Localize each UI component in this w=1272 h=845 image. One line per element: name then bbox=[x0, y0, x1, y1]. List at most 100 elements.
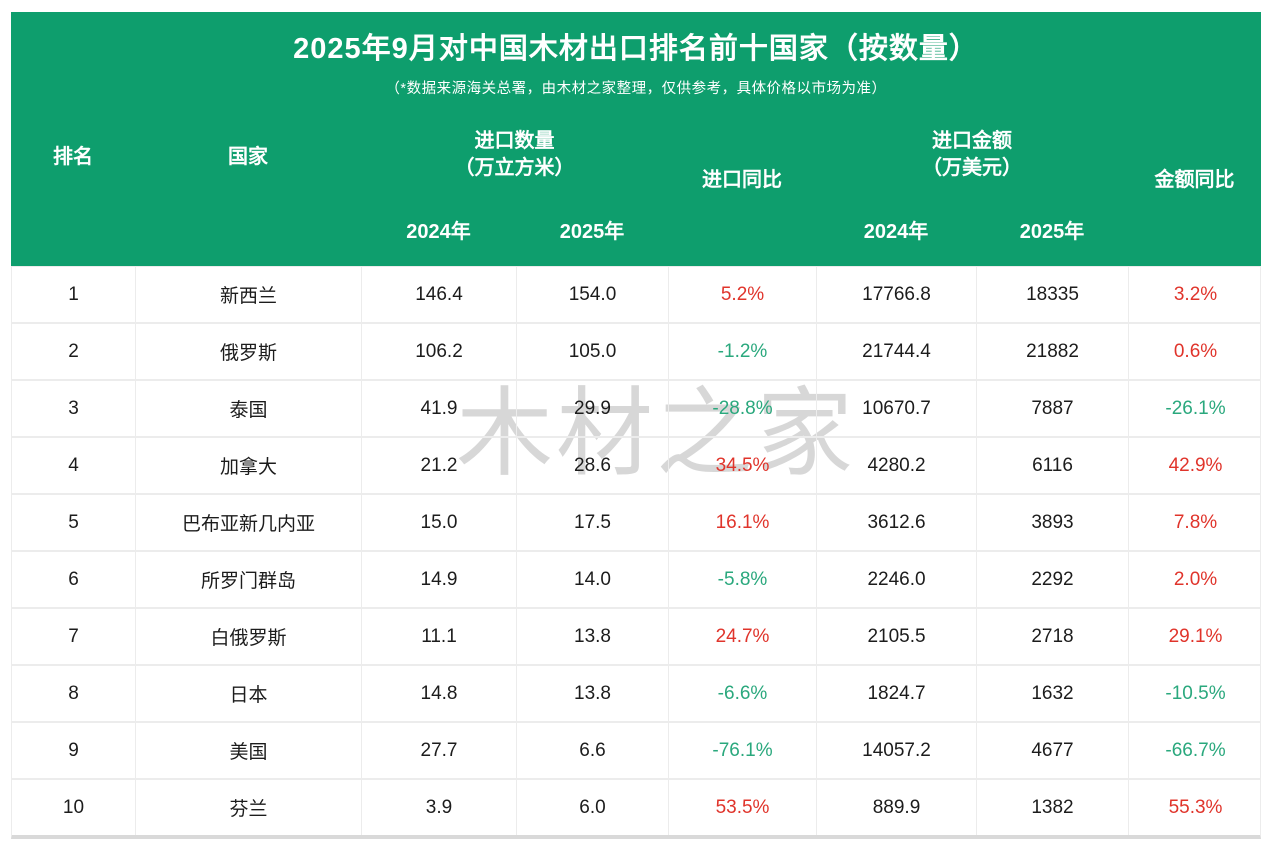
cell-qty-yoy: -6.6% bbox=[669, 666, 817, 721]
cell-amt-2025: 7887 bbox=[977, 381, 1129, 436]
cell-amt-2025: 2718 bbox=[977, 609, 1129, 664]
table-row: 6 所罗门群岛 14.9 14.0 -5.8% 2246.0 2292 2.0% bbox=[12, 550, 1260, 607]
column-header-country: 国家 bbox=[228, 146, 268, 168]
cell-amt-yoy: 7.8% bbox=[1173, 511, 1218, 533]
cell-rank: 8 bbox=[12, 666, 136, 721]
cell-amt-yoy: -10.5% bbox=[1165, 682, 1226, 704]
cell-amt-2025: 1382 bbox=[977, 780, 1129, 835]
cell-qty-2025: 17.5 bbox=[517, 495, 669, 550]
cell-qty-2025: 14.0 bbox=[517, 552, 669, 607]
cell-amt-2024: 3612.6 bbox=[817, 495, 977, 550]
column-header-amt-2025: 2025年 bbox=[1019, 221, 1085, 243]
cell-amt-2024: 1824.7 bbox=[817, 666, 977, 721]
cell-rank: 1 bbox=[12, 267, 136, 322]
cell-country: 新西兰 bbox=[136, 267, 362, 322]
cell-amt-2025: 4677 bbox=[977, 723, 1129, 778]
cell-amt-2025: 3893 bbox=[977, 495, 1129, 550]
cell-rank: 7 bbox=[12, 609, 136, 664]
cell-amt-2025: 21882 bbox=[977, 324, 1129, 379]
column-group-import-amount: 进口金额 （万美元） bbox=[816, 102, 1128, 207]
cell-rank: 4 bbox=[12, 438, 136, 493]
cell-amt-yoy: 42.9% bbox=[1168, 454, 1223, 476]
table-row: 8 日本 14.8 13.8 -6.6% 1824.7 1632 -10.5% bbox=[12, 664, 1260, 721]
cell-rank: 5 bbox=[12, 495, 136, 550]
cell-qty-yoy: 53.5% bbox=[669, 780, 817, 835]
cell-qty-2024: 15.0 bbox=[362, 495, 517, 550]
cell-amt-2025: 18335 bbox=[977, 267, 1129, 322]
cell-qty-yoy: 24.7% bbox=[669, 609, 817, 664]
cell-rank: 3 bbox=[12, 381, 136, 436]
cell-qty-2024: 41.9 bbox=[362, 381, 517, 436]
cell-country: 泰国 bbox=[136, 381, 362, 436]
cell-amt-yoy: -66.7% bbox=[1165, 739, 1226, 761]
cell-amt-2024: 21744.4 bbox=[817, 324, 977, 379]
cell-rank: 6 bbox=[12, 552, 136, 607]
cell-qty-2024: 146.4 bbox=[362, 267, 517, 322]
export-ranking-infographic: 2025年9月对中国木材出口排名前十国家（按数量） （*数据来源海关总署，由木材… bbox=[11, 12, 1261, 839]
cell-qty-2024: 11.1 bbox=[362, 609, 517, 664]
cell-qty-2025: 13.8 bbox=[517, 609, 669, 664]
cell-qty-2025: 13.8 bbox=[517, 666, 669, 721]
cell-amt-2024: 889.9 bbox=[817, 780, 977, 835]
cell-qty-2025: 6.6 bbox=[517, 723, 669, 778]
import-amount-label: 进口金额 bbox=[932, 129, 1012, 152]
table-body: 木材之家 1 新西兰 146.4 154.0 5.2% 17766.8 1833… bbox=[11, 266, 1261, 839]
cell-country: 日本 bbox=[136, 666, 362, 721]
column-header-rank: 排名 bbox=[53, 146, 93, 168]
cell-amt-2024: 14057.2 bbox=[817, 723, 977, 778]
cell-amt-yoy: 55.3% bbox=[1168, 796, 1223, 818]
cell-qty-yoy: -28.8% bbox=[669, 381, 817, 436]
table-row: 4 加拿大 21.2 28.6 34.5% 4280.2 6116 42.9% bbox=[12, 436, 1260, 493]
table-row: 1 新西兰 146.4 154.0 5.2% 17766.8 18335 3.2… bbox=[12, 266, 1260, 322]
cell-country: 芬兰 bbox=[136, 780, 362, 835]
cell-qty-2024: 21.2 bbox=[362, 438, 517, 493]
cell-country: 美国 bbox=[136, 723, 362, 778]
column-header-amt-2024: 2024年 bbox=[863, 221, 929, 243]
cell-qty-yoy: 16.1% bbox=[669, 495, 817, 550]
cell-qty-2024: 27.7 bbox=[362, 723, 517, 778]
cell-qty-2025: 154.0 bbox=[517, 267, 669, 322]
column-header-qty-2025: 2025年 bbox=[559, 221, 625, 243]
table-row: 5 巴布亚新几内亚 15.0 17.5 16.1% 3612.6 3893 7.… bbox=[12, 493, 1260, 550]
cell-qty-yoy: 34.5% bbox=[669, 438, 817, 493]
cell-rank: 2 bbox=[12, 324, 136, 379]
import-quantity-label: 进口数量 bbox=[474, 129, 555, 152]
table-row: 3 泰国 41.9 29.9 -28.8% 10670.7 7887 -26.1… bbox=[12, 379, 1260, 436]
cell-country: 白俄罗斯 bbox=[136, 609, 362, 664]
cell-qty-2025: 29.9 bbox=[517, 381, 669, 436]
cell-qty-2024: 14.9 bbox=[362, 552, 517, 607]
cell-country: 所罗门群岛 bbox=[136, 552, 362, 607]
table-header-band: 2025年9月对中国木材出口排名前十国家（按数量） （*数据来源海关总署，由木材… bbox=[11, 12, 1261, 266]
cell-amt-yoy: -26.1% bbox=[1165, 397, 1226, 419]
cell-amt-yoy: 29.1% bbox=[1168, 625, 1223, 647]
cell-rank: 10 bbox=[12, 780, 136, 835]
cell-qty-yoy: -5.8% bbox=[669, 552, 817, 607]
cell-qty-yoy: -1.2% bbox=[669, 324, 817, 379]
import-amount-unit: （万美元） bbox=[922, 156, 1022, 179]
cell-amt-2025: 2292 bbox=[977, 552, 1129, 607]
cell-amt-2024: 4280.2 bbox=[817, 438, 977, 493]
table-row: 7 白俄罗斯 11.1 13.8 24.7% 2105.5 2718 29.1% bbox=[12, 607, 1260, 664]
cell-qty-2025: 28.6 bbox=[517, 438, 669, 493]
cell-country: 加拿大 bbox=[136, 438, 362, 493]
cell-amt-2025: 1632 bbox=[977, 666, 1129, 721]
table-rows: 1 新西兰 146.4 154.0 5.2% 17766.8 18335 3.2… bbox=[12, 266, 1260, 835]
cell-country: 俄罗斯 bbox=[136, 324, 362, 379]
cell-amt-2024: 10670.7 bbox=[817, 381, 977, 436]
cell-country: 巴布亚新几内亚 bbox=[136, 495, 362, 550]
cell-qty-2025: 6.0 bbox=[517, 780, 669, 835]
cell-qty-2024: 106.2 bbox=[362, 324, 517, 379]
cell-rank: 9 bbox=[12, 723, 136, 778]
cell-qty-yoy: 5.2% bbox=[669, 267, 817, 322]
column-header-amount-yoy: 金额同比 bbox=[1154, 168, 1235, 191]
cell-qty-2025: 105.0 bbox=[517, 324, 669, 379]
table-row: 10 芬兰 3.9 6.0 53.5% 889.9 1382 55.3% bbox=[12, 778, 1260, 835]
cell-amt-2024: 17766.8 bbox=[817, 267, 977, 322]
column-group-import-quantity: 进口数量 （万立方米） bbox=[361, 102, 668, 207]
table-row: 2 俄罗斯 106.2 105.0 -1.2% 21744.4 21882 0.… bbox=[12, 322, 1260, 379]
cell-amt-yoy: 2.0% bbox=[1173, 568, 1218, 590]
cell-qty-2024: 3.9 bbox=[362, 780, 517, 835]
column-header-import-yoy: 进口同比 bbox=[702, 168, 782, 191]
cell-amt-2025: 6116 bbox=[977, 438, 1129, 493]
cell-amt-yoy: 0.6% bbox=[1173, 340, 1218, 362]
